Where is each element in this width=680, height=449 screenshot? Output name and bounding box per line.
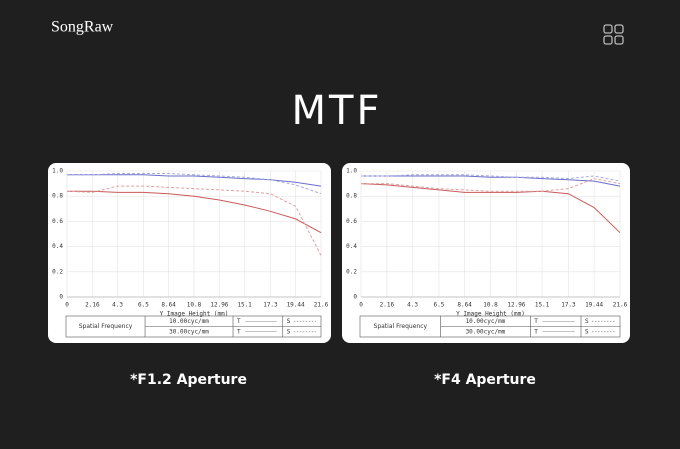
series-line — [66, 185, 322, 256]
x-tick-label: 4.3 — [407, 302, 418, 309]
x-tick-label: 2.16 — [85, 302, 100, 309]
series-line — [67, 190, 322, 234]
x-tick-label: 17.3 — [561, 302, 576, 309]
series-line — [361, 178, 621, 192]
legend-frequency: 30.00cyc/mm — [169, 328, 209, 335]
card — [48, 163, 331, 343]
y-tick-label: 0.4 — [52, 243, 63, 250]
legend-s: S — [287, 328, 291, 335]
x-tick-label: 10.8 — [483, 302, 498, 309]
y-tick-label: 0.2 — [52, 268, 63, 275]
legend-s: S — [585, 328, 589, 335]
legend-t: T — [237, 328, 241, 335]
series-line — [361, 174, 621, 182]
x-tick-label: 19.44 — [585, 302, 603, 309]
x-tick-label: 8.64 — [161, 302, 176, 309]
y-tick-label: 0.6 — [346, 218, 357, 225]
chart-caption: *F1.2 Aperture — [130, 372, 247, 388]
x-tick-label: 21.6 — [314, 302, 329, 309]
y-tick-label: 0 — [353, 294, 357, 301]
x-tick-label: 12.96 — [507, 302, 525, 309]
x-tick-label: 19.44 — [287, 302, 305, 309]
legend-header: Spatial Frequency — [374, 323, 428, 330]
series-line — [360, 183, 621, 234]
series-line — [67, 174, 322, 187]
x-tick-label: 15.1 — [535, 302, 550, 309]
y-tick-label: 0.4 — [346, 243, 357, 250]
x-tick-label: 0 — [65, 302, 69, 309]
legend-s: S — [287, 318, 291, 325]
brand: SongRaw — [51, 19, 114, 36]
y-tick-label: 0 — [59, 294, 63, 301]
series-line — [67, 173, 322, 195]
x-tick-label: 6.5 — [434, 302, 445, 309]
x-tick-label: 0 — [359, 302, 363, 309]
menu-icon[interactable] — [603, 24, 624, 45]
chart-card: 0 0.2 0.4 0.6 0.8 1.0 0 2.16 4.3 6.5 8.64 10.8 12.96… — [342, 163, 630, 388]
x-tick-label: 15.1 — [237, 302, 252, 309]
legend-frequency: 10.00cyc/mm — [169, 318, 209, 325]
x-axis-label: Y Image Height (mm) — [160, 311, 229, 318]
x-tick-label: 10.8 — [187, 302, 202, 309]
y-tick-label: 0.8 — [52, 193, 63, 200]
x-tick-label: 12.96 — [210, 302, 228, 309]
y-tick-label: 0.8 — [346, 193, 357, 200]
x-tick-label: 2.16 — [380, 302, 395, 309]
y-tick-label: 1.0 — [346, 168, 357, 175]
legend-frequency: 30.00cyc/mm — [466, 328, 506, 335]
page-title: MTF — [292, 88, 383, 134]
y-tick-label: 0.6 — [52, 218, 63, 225]
legend-frequency: 10.00cyc/mm — [466, 318, 506, 325]
x-tick-label: 21.6 — [613, 302, 628, 309]
legend-t: T — [534, 328, 538, 335]
legend-s: S — [585, 318, 589, 325]
x-tick-label: 17.3 — [263, 302, 278, 309]
x-axis-label: Y Image Height (mm) — [456, 311, 525, 318]
y-tick-label: 0.2 — [346, 268, 357, 275]
legend-header: Spatial Frequency — [79, 323, 133, 330]
x-tick-label: 8.64 — [457, 302, 472, 309]
chart-card: 0 0.2 0.4 0.6 0.8 1.0 0 2.16 4.3 6.5 8.64 10.8 12.96… — [48, 163, 331, 388]
series-line — [361, 175, 621, 187]
y-tick-label: 1.0 — [52, 168, 63, 175]
x-tick-label: 6.5 — [138, 302, 149, 309]
card — [342, 163, 630, 343]
x-tick-label: 4.3 — [112, 302, 123, 309]
legend-t: T — [534, 318, 538, 325]
legend-t: T — [237, 318, 241, 325]
chart-caption: *F4 Aperture — [434, 372, 536, 388]
